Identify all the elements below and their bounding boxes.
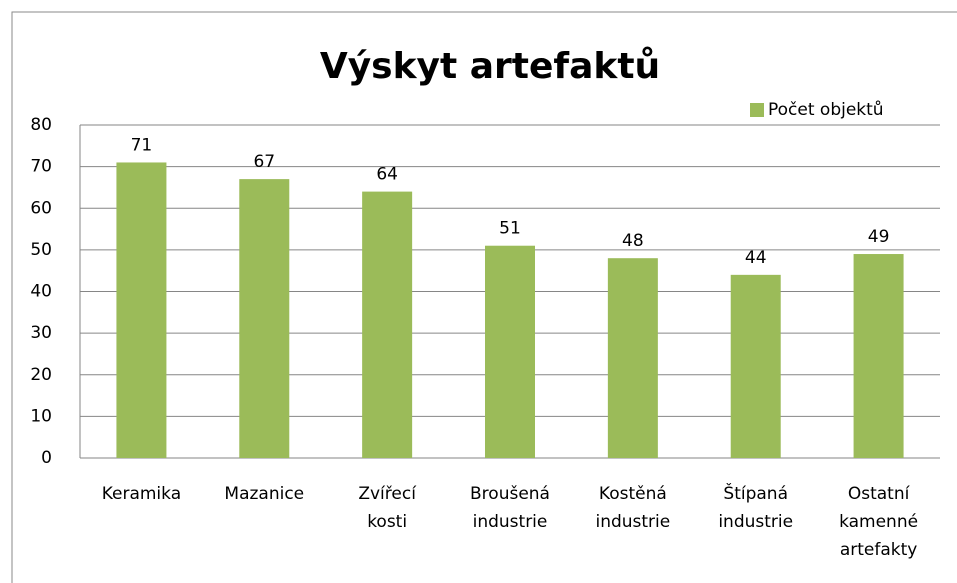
bar <box>485 245 535 458</box>
x-tick-label: Štípaná industrie <box>718 482 793 532</box>
data-label: 64 <box>376 165 398 185</box>
y-tick-label: 30 <box>30 323 52 343</box>
x-tick-label-line: Mazanice <box>224 484 304 504</box>
x-tick-label-line: industrie <box>718 512 793 532</box>
legend-label: Počet objektů <box>768 100 884 120</box>
bar <box>239 179 290 459</box>
y-tick-label: 40 <box>30 282 52 302</box>
y-tick-label: 60 <box>30 198 52 218</box>
data-label: 67 <box>253 152 275 172</box>
x-tick-label: Mazanice <box>224 484 304 504</box>
x-tick-label-line: Ostatní <box>848 484 911 504</box>
y-tick-label: 50 <box>30 240 52 260</box>
x-tick-label-line: industrie <box>473 512 548 532</box>
x-tick-label-line: Zvířecí <box>358 484 417 504</box>
x-tick-label-line: kamenné <box>839 512 918 532</box>
x-tick-label-line: Kostěná <box>599 484 667 504</box>
data-label: 44 <box>745 248 767 268</box>
y-tick-label: 20 <box>30 365 52 385</box>
x-tick-label: Broušená industrie <box>470 484 550 532</box>
x-tick-label: Ostatní kamenné artefakty <box>839 484 918 560</box>
data-label: 48 <box>622 231 644 251</box>
x-tick-label-line: Broušená <box>470 484 550 504</box>
chart-frame <box>11 11 957 583</box>
x-tick-label-line: artefakty <box>840 540 918 560</box>
x-tick-label-line: Keramika <box>102 484 181 504</box>
bar <box>607 258 658 458</box>
y-tick-label: 0 <box>41 448 52 468</box>
x-tick-label-line: industrie <box>595 512 670 532</box>
y-tick-label: 10 <box>30 406 52 426</box>
x-tick-label: Zvířecí kosti <box>358 484 417 532</box>
chart-title: Výskyt artefaktů <box>320 46 660 87</box>
bar <box>853 254 904 458</box>
bar <box>116 162 167 458</box>
x-tick-label: Keramika <box>102 484 181 504</box>
data-label: 71 <box>131 135 153 155</box>
x-tick-label-line: kosti <box>367 512 407 532</box>
legend-swatch <box>750 103 764 117</box>
y-tick-label: 80 <box>30 115 52 135</box>
data-label: 51 <box>499 219 521 239</box>
data-label: 49 <box>868 227 890 247</box>
x-tick-label: Kostěná industrie <box>595 484 670 532</box>
bar <box>362 191 413 458</box>
bar <box>730 274 781 458</box>
x-tick-label-line: Štípaná <box>723 482 788 504</box>
y-tick-label: 70 <box>30 157 52 177</box>
